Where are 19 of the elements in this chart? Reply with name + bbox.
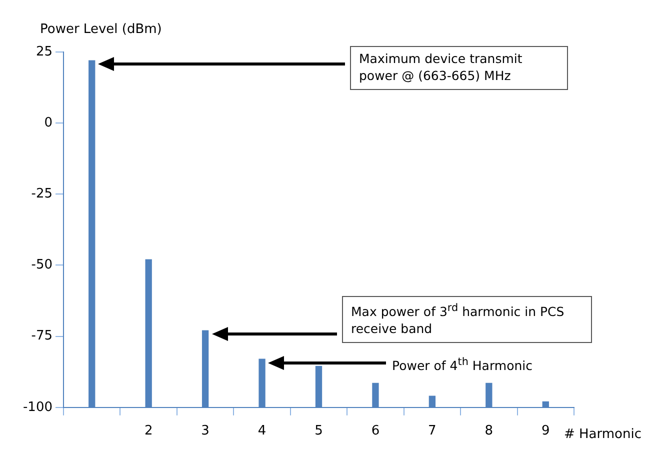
y-tick-label: -50 <box>31 258 53 273</box>
x-tick-label: 8 <box>484 424 494 439</box>
text: Max power of 3$^{rd}$ harmonic in PCS receive band <box>351 302 564 336</box>
y-tick-label: 25 <box>36 44 53 60</box>
y-tick-label: -100 <box>22 400 53 415</box>
x-tick-label: 7 <box>428 424 436 439</box>
x-tick-label: 2 <box>144 424 153 439</box>
x-tick-label: 4 <box>258 424 266 439</box>
x-tick-label: 3 <box>201 424 210 439</box>
x-tick-label: 6 <box>371 424 380 439</box>
x-tick-label: 5 <box>314 424 323 439</box>
y-tick-label: 0 <box>44 115 53 130</box>
y-tick-label: -25 <box>31 186 53 202</box>
y-axis-title: Power Level (dBm) <box>40 22 162 37</box>
annotation: Maximum device transmit power @ (663-665) MHz <box>350 46 568 90</box>
y-tick-label: -75 <box>31 328 53 344</box>
x-tick-label: 9 <box>542 424 550 439</box>
annotation: Power of 4$^{th}$ Harmonic <box>392 355 534 376</box>
x-axis-title: # Harmonic <box>564 427 642 442</box>
